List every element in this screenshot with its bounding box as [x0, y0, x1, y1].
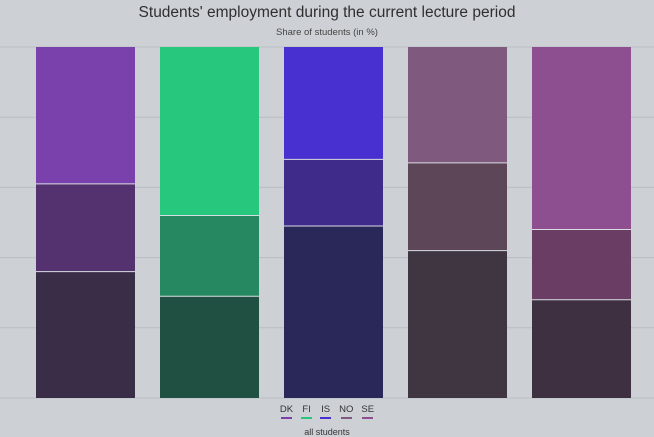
legend-caption: all students	[304, 427, 350, 437]
bar-dk-segment-1[interactable]	[36, 271, 135, 398]
legend-swatch	[340, 417, 352, 419]
bar-no-segment-3[interactable]	[408, 47, 507, 163]
legend-item-fi[interactable]: FI	[301, 404, 313, 419]
bar-fi-segment-2[interactable]	[160, 215, 259, 297]
bar-fi-segment-3[interactable]	[160, 47, 259, 216]
bar-fi-segment-1[interactable]	[160, 296, 259, 398]
bar-se-segment-2[interactable]	[532, 229, 631, 300]
legend-item-dk[interactable]: DK	[280, 404, 293, 419]
legend: DK FI IS NO SE	[0, 404, 654, 419]
legend-label: DK	[279, 404, 294, 415]
legend-item-no[interactable]: NO	[339, 404, 353, 419]
legend-label: NO	[339, 404, 354, 415]
legend-swatch	[281, 417, 293, 419]
legend-label: FI	[302, 404, 311, 415]
chart-title: Students' employment during the current …	[138, 4, 516, 21]
bar-is-segment-3[interactable]	[284, 47, 383, 160]
legend-item-is[interactable]: IS	[320, 404, 332, 419]
bar-dk-segment-2[interactable]	[36, 183, 135, 272]
bar-dk-segment-3[interactable]	[36, 47, 135, 184]
bar-se-segment-3[interactable]	[532, 47, 631, 230]
bar-is-segment-1[interactable]	[284, 226, 383, 398]
legend-swatch	[320, 417, 332, 419]
bar-is-segment-2[interactable]	[284, 159, 383, 227]
legend-label: SE	[361, 404, 375, 415]
legend-swatch	[362, 417, 374, 419]
chart-subtitle: Share of students (in %)	[276, 27, 378, 38]
bars	[36, 47, 631, 398]
bar-se-segment-1[interactable]	[532, 299, 631, 398]
legend-label: IS	[321, 404, 331, 415]
bar-no-segment-2[interactable]	[408, 162, 507, 251]
bar-no-segment-1[interactable]	[408, 250, 507, 398]
legend-swatch	[301, 417, 313, 419]
legend-item-se[interactable]: SE	[361, 404, 374, 419]
